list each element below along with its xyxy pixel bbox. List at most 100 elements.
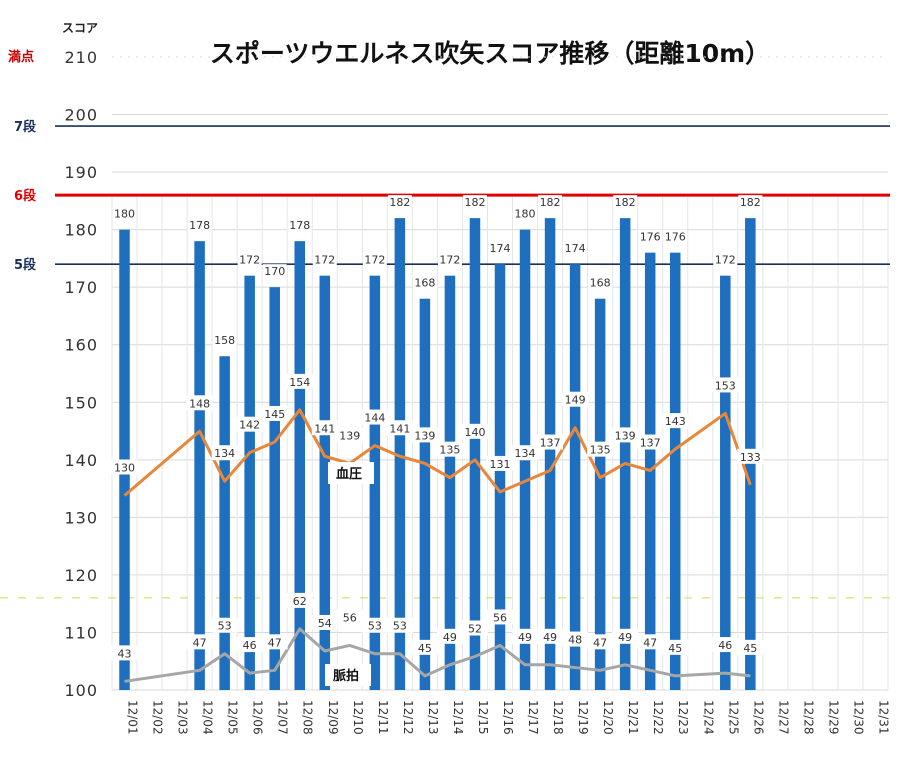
- x-tick-label: 12/05: [226, 700, 240, 735]
- hr-value-label: 43: [118, 647, 132, 660]
- bp-value-label: 154: [289, 376, 310, 389]
- x-tick-label: 12/26: [751, 700, 765, 735]
- bp-label-bg: [386, 420, 413, 436]
- hr-value-label: 46: [243, 639, 257, 652]
- bp-value-label: 139: [339, 429, 360, 442]
- bar-label-bg: [437, 252, 462, 267]
- vital-lines: 130 148 134 142 145 154 141 139 144 141 139 135 140 1…: [111, 373, 764, 686]
- hr-value-label: 47: [193, 636, 207, 649]
- hr-value-label: 53: [218, 620, 232, 633]
- hr-label-bg: [737, 639, 764, 655]
- hr-label-bg: [361, 617, 388, 633]
- x-tick-label: 12/11: [376, 700, 390, 735]
- hr-value-label: 56: [343, 611, 357, 624]
- bar-label-bg: [563, 241, 588, 256]
- y-tick-label: 180: [64, 221, 98, 240]
- bar-label-bg: [362, 252, 387, 267]
- bp-label-bg: [286, 373, 313, 389]
- bp-value-label: 143: [665, 415, 686, 428]
- bar-value-label: 182: [389, 196, 410, 209]
- bar-value-label: 182: [740, 196, 761, 209]
- bp-value-label: 145: [264, 408, 285, 421]
- hr-label-bg: [211, 617, 238, 633]
- bar-label-bg: [312, 252, 337, 267]
- bar-label-bg: [713, 252, 738, 267]
- bp-value-label: 140: [464, 426, 485, 439]
- bar-label-bg: [112, 206, 137, 221]
- grid-lines: [111, 56, 889, 691]
- bar-value-label: 172: [364, 254, 385, 267]
- bar-value-label: 178: [189, 219, 210, 232]
- bar-value-label: 180: [114, 208, 135, 221]
- bp-label-bg: [612, 427, 639, 443]
- y-tick-label: 170: [64, 278, 98, 297]
- hr-label-bg: [436, 628, 463, 644]
- x-tick-label: 12/15: [476, 700, 490, 735]
- hr-value-label: 47: [268, 636, 282, 649]
- hr-label-bg: [236, 637, 263, 653]
- x-axis-ticks: 12/01 12/02 12/03 12/04 12/05 12/06 12/07 12/08…: [126, 700, 891, 735]
- score-bar: [419, 298, 431, 690]
- hr-label-bg: [537, 628, 564, 644]
- hr-value-label: 53: [368, 620, 382, 633]
- x-tick-label: 12/09: [326, 700, 340, 735]
- rank-label: 7段: [14, 119, 36, 135]
- bar-value-label: 182: [540, 196, 561, 209]
- hr-value-label: 49: [543, 631, 557, 644]
- score-bar: [594, 298, 606, 690]
- x-tick-label: 12/01: [126, 700, 140, 735]
- bp-label-bg: [737, 448, 764, 464]
- hr-tag-bg: [325, 664, 371, 686]
- bp-value-label: 144: [364, 412, 385, 425]
- bp-label-bg: [662, 413, 689, 429]
- bar-label-bg: [513, 206, 538, 221]
- bp-label-bg: [111, 459, 138, 475]
- hr-value-label: 54: [318, 617, 332, 630]
- bar-label-bg: [412, 275, 437, 290]
- bar-label-bg: [262, 264, 287, 279]
- x-tick-label: 12/21: [626, 700, 640, 735]
- hr-label-bg: [587, 634, 614, 650]
- rank-label: 満点: [8, 49, 34, 65]
- bp-value-label: 141: [314, 422, 335, 435]
- bp-label-bg: [411, 427, 438, 443]
- bar-label-bg: [462, 195, 487, 210]
- bp-label-bg: [186, 395, 213, 411]
- score-bar: [669, 252, 681, 690]
- x-tick-label: 12/29: [826, 700, 840, 735]
- y-tick-label: 150: [64, 393, 98, 412]
- x-tick-label: 12/13: [426, 700, 440, 735]
- hr-value-label: 49: [518, 631, 532, 644]
- hr-value-label: 48: [568, 634, 582, 647]
- hr-label-bg: [512, 628, 539, 644]
- score-bar: [494, 264, 506, 690]
- bp-label-bg: [587, 441, 614, 457]
- bar-value-label: 170: [264, 265, 285, 278]
- bar-value-label: 178: [289, 219, 310, 232]
- bar-label-bg: [738, 195, 763, 210]
- x-tick-label: 12/17: [526, 700, 540, 735]
- bar-label-bg: [287, 218, 312, 233]
- bar-value-label: 174: [490, 242, 511, 255]
- bp-label-bg: [336, 427, 363, 443]
- y-tick-label: 140: [64, 451, 98, 470]
- x-tick-label: 12/24: [701, 700, 715, 735]
- x-tick-label: 12/25: [726, 700, 740, 735]
- bar-value-label: 174: [565, 242, 586, 255]
- hr-value-label: 49: [443, 631, 457, 644]
- x-tick-label: 12/16: [501, 700, 515, 735]
- x-tick-label: 12/07: [276, 700, 290, 735]
- x-tick-label: 12/02: [151, 700, 165, 735]
- hr-value-label: 45: [743, 642, 757, 655]
- hr-label-bg: [286, 592, 313, 608]
- bar-value-label: 180: [515, 208, 536, 221]
- bar-value-label: 168: [414, 277, 435, 290]
- score-bar: [244, 275, 255, 690]
- bp-line: [123, 408, 752, 497]
- x-tick-label: 12/19: [576, 700, 590, 735]
- bp-value-label: 137: [640, 437, 661, 450]
- bar-value-label: 172: [439, 254, 460, 267]
- bp-tag-bg: [328, 462, 374, 484]
- hr-label-bg: [186, 634, 213, 650]
- score-bar: [369, 275, 381, 690]
